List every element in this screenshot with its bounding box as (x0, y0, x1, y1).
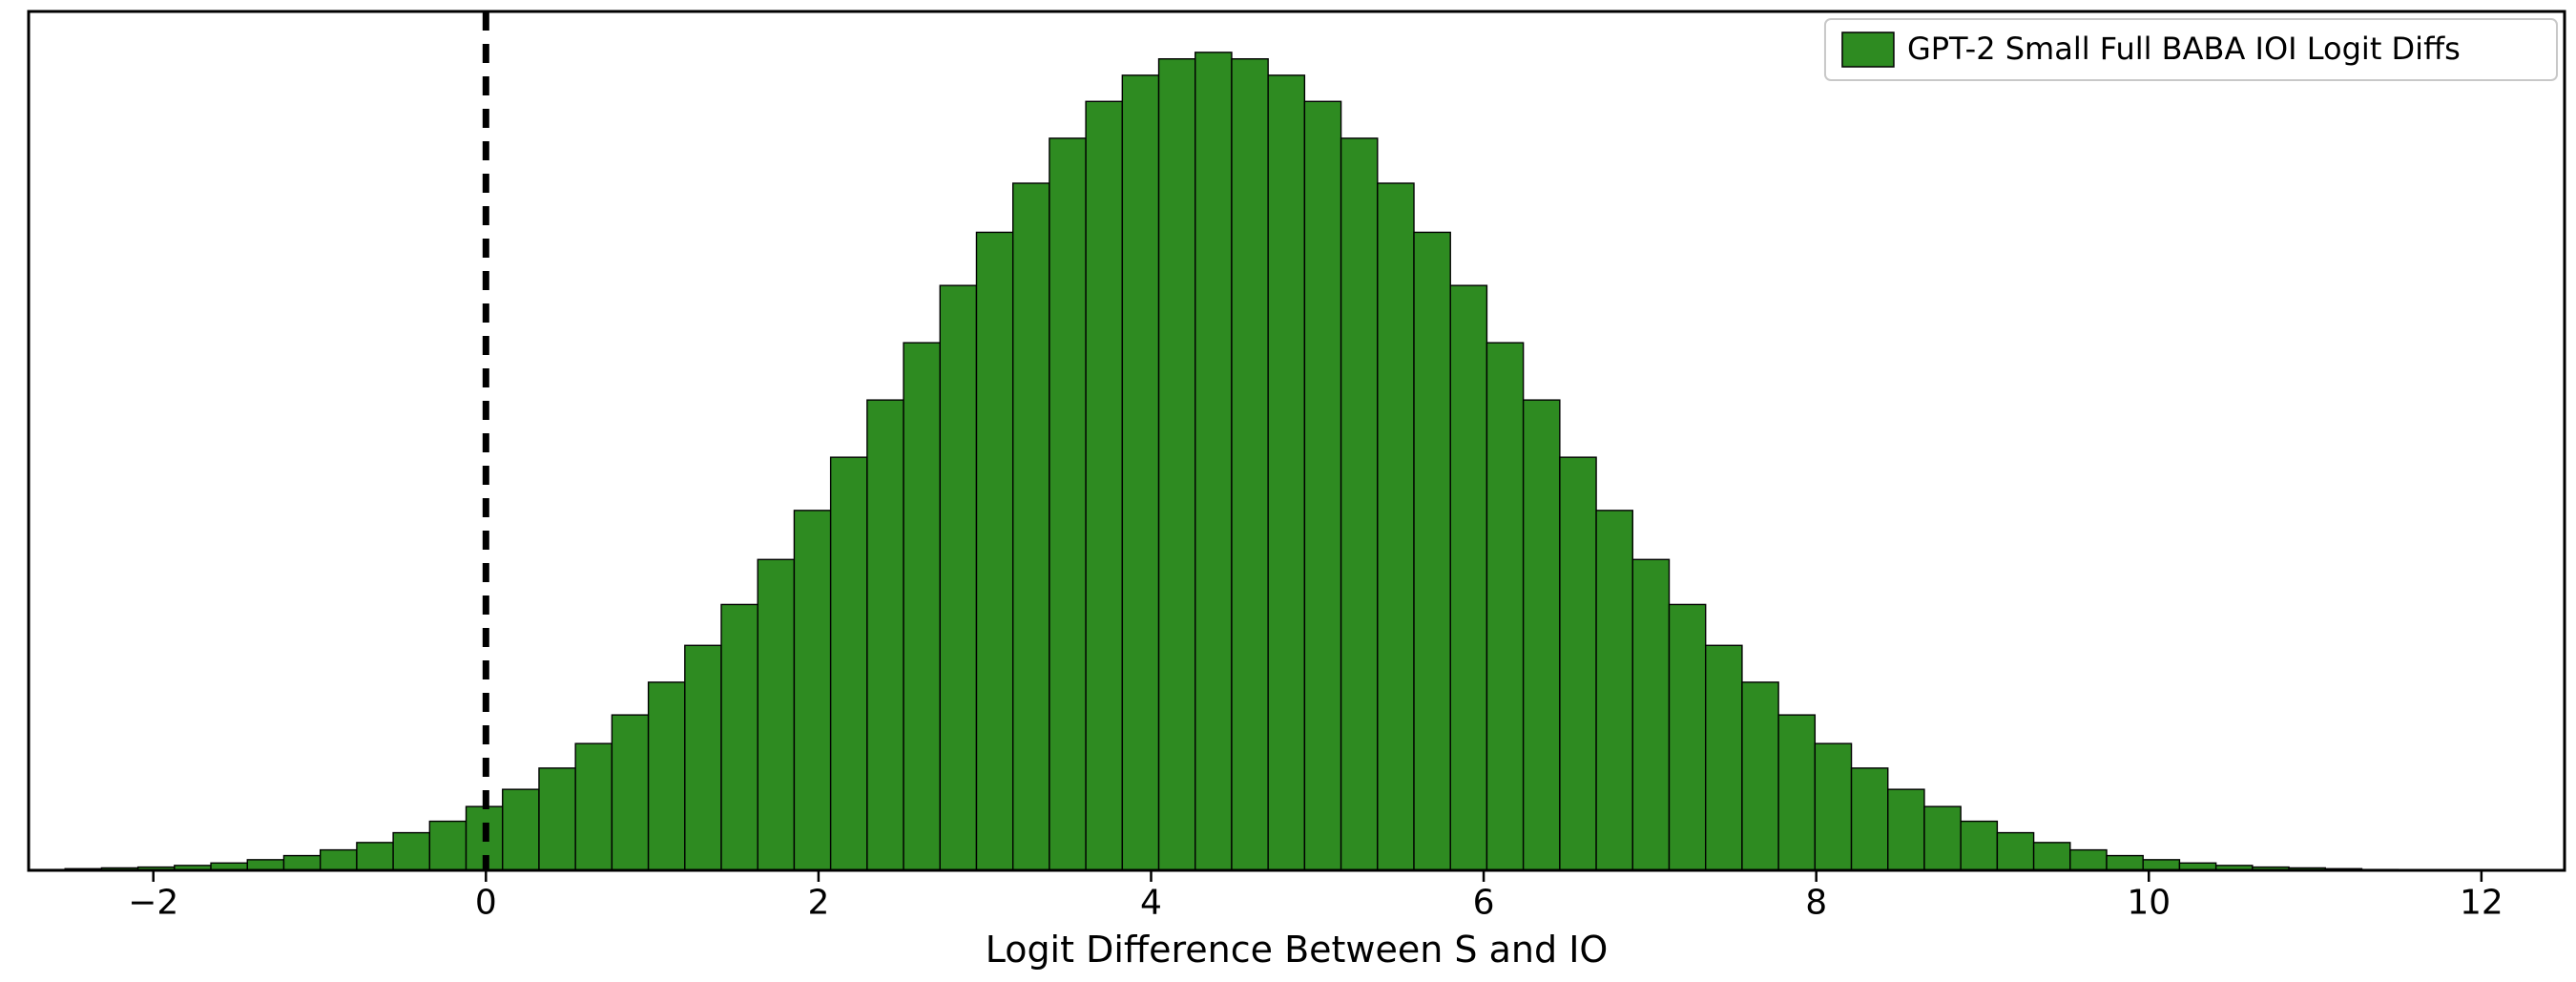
histogram-bar (1924, 806, 1961, 870)
histogram-bar (1560, 457, 1596, 870)
histogram-bar (685, 645, 721, 870)
histogram-bar (429, 822, 466, 870)
histogram-bar (904, 343, 940, 870)
chart-container: −2 0 2 4 6 8 10 12 Logit Difference Between S an… (0, 0, 2576, 982)
histogram-bar (612, 715, 648, 870)
histogram-bar (721, 604, 758, 870)
histogram-bar (976, 232, 1012, 870)
histogram-bar (539, 768, 575, 870)
histogram-bar (1742, 682, 1778, 870)
histogram-bar (1414, 232, 1450, 870)
histogram-bar (1778, 715, 1815, 870)
histogram-bar (575, 743, 612, 870)
histogram-bar (2070, 850, 2107, 870)
histogram-bar (1450, 285, 1486, 870)
x-tick-label: 2 (807, 884, 829, 923)
histogram-bar (867, 400, 904, 870)
legend-label: GPT-2 Small Full BABA IOI Logit Diffs (1907, 31, 2461, 67)
histogram-bar (1669, 604, 1705, 870)
histogram-bar (1341, 138, 1378, 870)
histogram-bar (1888, 789, 1924, 870)
histogram-bar (1086, 101, 1122, 870)
histogram-bar (1268, 75, 1304, 870)
x-tick-label: 4 (1140, 884, 1162, 923)
histogram-bar (649, 682, 685, 870)
histogram-bar (1486, 343, 1523, 870)
histogram-bar (1378, 183, 1414, 870)
x-tick-label: 12 (2460, 884, 2503, 923)
x-tick-label: −2 (128, 884, 178, 923)
histogram-bar (758, 559, 794, 870)
histogram-bar (1304, 101, 1340, 870)
histogram-bar (247, 860, 283, 870)
histogram-bar (2107, 856, 2143, 870)
histogram-bar (321, 850, 357, 870)
histogram-bar (393, 833, 429, 870)
histogram-bar (1122, 75, 1158, 870)
histogram-bar (1852, 768, 1888, 870)
histogram-bar (1049, 138, 1086, 870)
histogram-bar (2034, 843, 2070, 870)
x-tick-label: 0 (475, 884, 497, 923)
histogram-chart: −2 0 2 4 6 8 10 12 Logit Difference Between S an… (0, 0, 2576, 982)
histogram-bar (283, 856, 320, 870)
histogram-bar (1596, 511, 1632, 870)
legend: GPT-2 Small Full BABA IOI Logit Diffs (1825, 19, 2557, 80)
histogram-bar (1961, 822, 1997, 870)
histogram-bar (1706, 645, 1742, 870)
histogram-bar (2143, 860, 2179, 870)
histogram-bar (1524, 400, 1560, 870)
histogram-bar (503, 789, 539, 870)
histogram-bar (1632, 559, 1669, 870)
histogram-bar (831, 457, 867, 870)
x-axis-label: Logit Difference Between S and IO (986, 929, 1609, 971)
histogram-bar (1815, 743, 1851, 870)
x-tick-label: 10 (2127, 884, 2171, 923)
histogram-bar (940, 285, 976, 870)
histogram-bar (794, 511, 830, 870)
histogram-bar (1232, 59, 1268, 870)
histogram-bar (1195, 52, 1232, 870)
histogram-bar (1013, 183, 1049, 870)
x-tick-label: 8 (1805, 884, 1827, 923)
histogram-bar (357, 843, 393, 870)
histogram-bar (1997, 833, 2033, 870)
x-tick-label: 6 (1473, 884, 1495, 923)
histogram-bar (1159, 59, 1195, 870)
legend-swatch (1842, 32, 1894, 67)
